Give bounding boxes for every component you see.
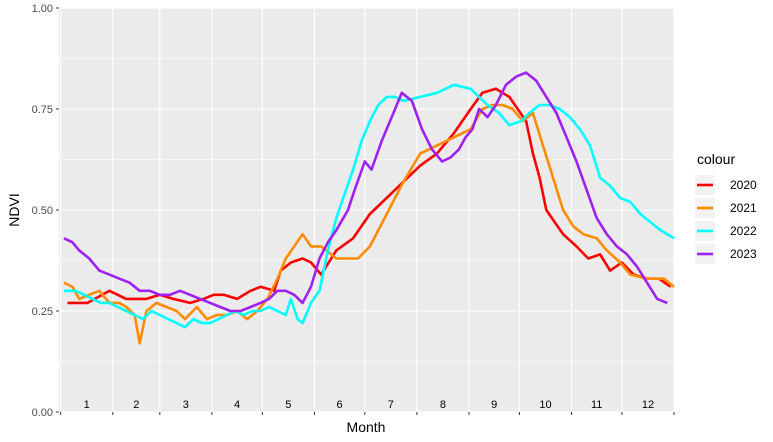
month-label: 3 xyxy=(183,399,189,411)
month-label: 4 xyxy=(234,399,240,411)
legend-label-2021: 2021 xyxy=(730,201,757,215)
y-tick-label: 0.25 xyxy=(32,306,53,318)
month-label: 9 xyxy=(491,399,497,411)
legend-title: colour xyxy=(697,151,735,167)
month-label: 2 xyxy=(133,399,139,411)
month-label: 10 xyxy=(539,399,551,411)
grid-lines xyxy=(59,7,675,413)
series-line-2021 xyxy=(63,103,675,345)
month-label: 1 xyxy=(84,399,90,411)
series-line-2020 xyxy=(67,87,672,305)
y-tick-label: 0.75 xyxy=(32,104,53,116)
y-tick-label: 1.00 xyxy=(32,3,53,15)
legend: colour 2020 2021 2022 2023 xyxy=(695,151,757,264)
month-label: 8 xyxy=(440,399,446,411)
legend-label-2022: 2022 xyxy=(730,224,757,238)
legend-label-2023: 2023 xyxy=(730,247,757,261)
y-tick-label: 0.00 xyxy=(32,407,53,419)
series-layer xyxy=(63,71,675,345)
month-label: 11 xyxy=(591,399,602,411)
month-label: 5 xyxy=(285,399,291,411)
series-line-2023 xyxy=(63,71,668,313)
y-axis-title: NDVI xyxy=(6,193,22,226)
legend-label-2020: 2020 xyxy=(730,178,757,192)
series-line-2022 xyxy=(64,83,675,329)
month-label: 7 xyxy=(388,399,394,411)
month-label: 12 xyxy=(642,399,654,411)
y-axis: 0.00 0.25 0.50 0.75 1.00 xyxy=(32,3,59,419)
month-labels: 1 2 3 4 5 6 7 8 9 10 11 12 xyxy=(84,399,654,411)
x-axis xyxy=(60,412,675,415)
y-tick-label: 0.50 xyxy=(32,205,53,217)
month-label: 6 xyxy=(337,399,343,411)
x-axis-title: Month xyxy=(347,419,386,435)
